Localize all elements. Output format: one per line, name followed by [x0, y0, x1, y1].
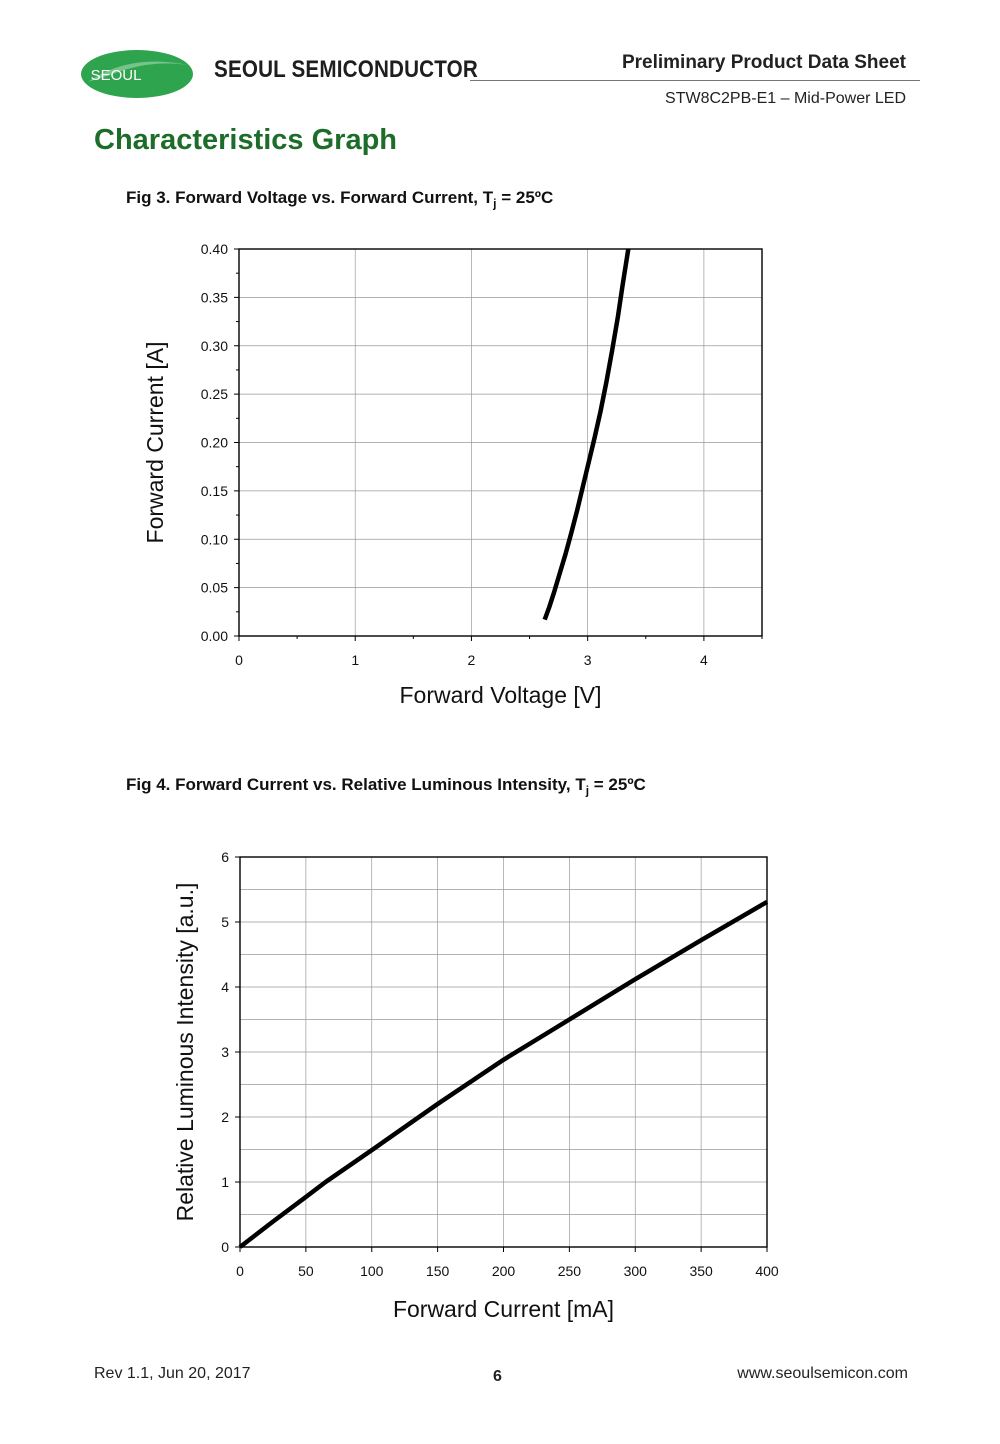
- y-tick-label: 0.40: [201, 241, 228, 257]
- x-tick-label: 250: [558, 1263, 582, 1279]
- y-tick-label: 0.00: [201, 628, 228, 644]
- y-tick-label: 5: [221, 914, 229, 930]
- x-tick-label: 2: [468, 652, 476, 668]
- fig3-title: Fig 3. Forward Voltage vs. Forward Curre…: [126, 188, 554, 211]
- x-tick-label: 0: [236, 1263, 244, 1279]
- x-tick-label: 300: [624, 1263, 648, 1279]
- y-tick-label: 0.15: [201, 483, 228, 499]
- y-axis-title: Relative Luminous Intensity [a.u.]: [172, 883, 198, 1222]
- y-tick-label: 3: [221, 1044, 229, 1060]
- logo-text: SEOUL: [91, 67, 142, 84]
- x-tick-label: 50: [298, 1263, 314, 1279]
- y-tick-label: 2: [221, 1109, 229, 1125]
- company-name: SEOUL SEMICONDUCTOR: [214, 56, 478, 83]
- y-tick-label: 0.05: [201, 580, 228, 596]
- x-tick-label: 100: [360, 1263, 384, 1279]
- section-title: Characteristics Graph: [94, 124, 398, 156]
- x-tick-label: 200: [492, 1263, 516, 1279]
- doc-title: Preliminary Product Data Sheet: [621, 52, 906, 73]
- seoul-logo: SEOUL: [81, 50, 193, 98]
- x-axis-title: Forward Current [mA]: [393, 1296, 614, 1322]
- revision-text: Rev 1.1, Jun 20, 2017: [94, 1365, 251, 1382]
- x-tick-label: 350: [689, 1263, 713, 1279]
- fig4-chart: 0 50 100 150 200 250 300 350 400 0 1 2 3 4 5 6 Forward C…: [172, 849, 779, 1322]
- y-tick-label: 1: [221, 1174, 229, 1190]
- y-tick-label: 0.10: [201, 531, 228, 547]
- doc-subtitle: STW8C2PB-E1 – Mid-Power LED: [665, 90, 906, 107]
- y-tick-label: 0.35: [201, 289, 228, 305]
- y-tick-label: 4: [221, 979, 229, 995]
- website-link[interactable]: www.seoulsemicon.com: [737, 1365, 908, 1382]
- x-axis-title: Forward Voltage [V]: [400, 682, 602, 708]
- x-tick-label: 3: [584, 652, 592, 668]
- series-line: [542, 248, 631, 621]
- header-divider: [470, 80, 920, 81]
- fig4-title: Fig 4. Forward Current vs. Relative Lumi…: [126, 775, 646, 798]
- y-tick-label: 0: [221, 1239, 229, 1255]
- y-tick-label: 6: [221, 849, 229, 865]
- x-tick-label: 0: [235, 652, 243, 668]
- page-number: 6: [493, 1368, 502, 1385]
- y-axis-title: Forward Current [A]: [142, 342, 168, 544]
- series-line: [238, 899, 769, 1249]
- x-tick-label: 4: [700, 652, 708, 668]
- y-tick-label: 0.30: [201, 338, 228, 354]
- fig3-chart: 0 1 2 3 4 0.00 0.05 0.10 0.15 0.20 0.25 0.30 0.35 0.4…: [142, 241, 763, 708]
- x-tick-label: 1: [351, 652, 359, 668]
- y-tick-label: 0.25: [201, 386, 228, 402]
- y-tick-label: 0.20: [201, 435, 228, 451]
- x-tick-label: 150: [426, 1263, 450, 1279]
- x-tick-label: 400: [755, 1263, 779, 1279]
